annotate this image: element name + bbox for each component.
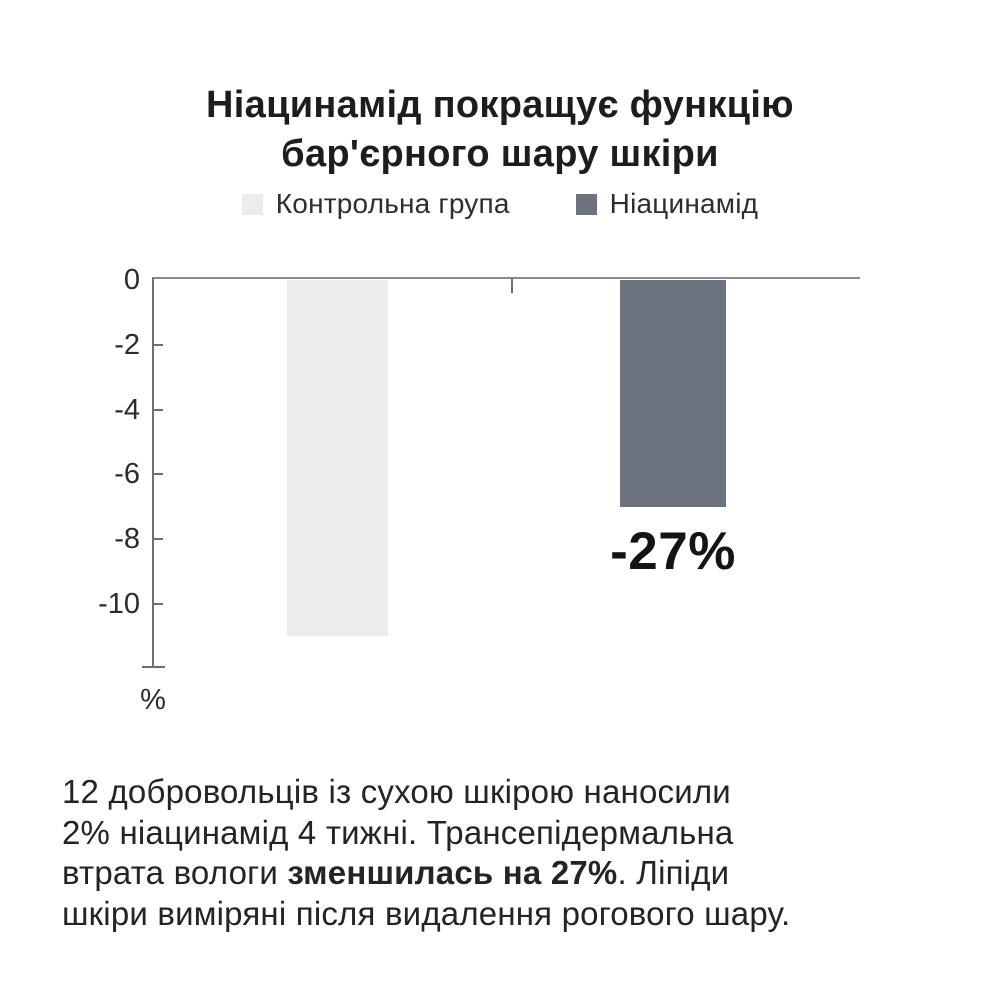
y-axis-line (152, 278, 154, 668)
legend: Контрольна група Ніацинамід (0, 188, 1000, 220)
footnote-line-2: 2% ніацинамід 4 тижні. Трансепідермальна (62, 813, 972, 854)
footnote-segment: втрата вологи (62, 854, 288, 891)
footnote-segment: шкіри виміряні після видалення рогового … (62, 894, 791, 932)
legend-swatch-control-group (241, 193, 263, 215)
y-axis-tick-label: -8 (114, 523, 140, 556)
y-axis-tick-mark (153, 408, 163, 411)
chart-title-line-2: бар'єрного шару шкіри (281, 133, 719, 176)
bar-niacinamide (620, 280, 726, 507)
footnote-bold-segment: зменшилась на 27% (287, 854, 618, 891)
y-axis-tick-mark (153, 603, 163, 605)
y-axis-tick-label: 0 (123, 264, 140, 296)
footnote-line-3: втрата вологи зменшилась на 27%. Ліпіди (62, 853, 972, 894)
legend-item-niacinamide: Ніацинамід (575, 188, 759, 220)
footnote-text: 12 добровольців із сухою шкірою наносили… (62, 772, 972, 934)
y-axis-unit-label: % (140, 684, 166, 716)
y-axis-end-tick (142, 666, 165, 668)
chart-title: Ніацинамід покращує функцію бар'єрного ш… (0, 81, 1000, 179)
footnote-line-1: 12 добровольців із сухою шкірою наносили (62, 772, 972, 813)
legend-label-niacinamide: Ніацинамід (609, 188, 759, 219)
footnote-segment: 12 добровольців із сухою шкірою наносили (62, 773, 731, 810)
footnote-segment: 2% ніацинамід 4 тижні. Трансепідермальна (62, 813, 734, 851)
bar-value-label: -27% (610, 522, 736, 581)
y-axis-tick-mark (153, 538, 163, 541)
y-axis-tick-mark (153, 473, 163, 476)
x-axis-zero-line (152, 277, 860, 279)
footnote-line-4: шкіри виміряні після видалення рогового … (62, 894, 972, 935)
y-axis-tick-label: -6 (114, 458, 140, 491)
footnote-segment: . Ліпіди (617, 854, 730, 891)
legend-swatch-niacinamide (575, 193, 597, 215)
legend-item-control-group: Контрольна група (241, 188, 510, 220)
y-axis-tick-label: -4 (114, 393, 140, 426)
x-axis-center-tick (511, 279, 513, 293)
y-axis-tick-label: -2 (114, 328, 140, 361)
y-axis-tick-mark (153, 343, 163, 346)
chart-title-line-1: Ніацинамід покращує функцію (206, 84, 794, 127)
legend-label-control-group: Контрольна група (275, 188, 510, 219)
bar-control-group (287, 280, 388, 636)
y-axis-tick-label: -10 (98, 588, 140, 620)
